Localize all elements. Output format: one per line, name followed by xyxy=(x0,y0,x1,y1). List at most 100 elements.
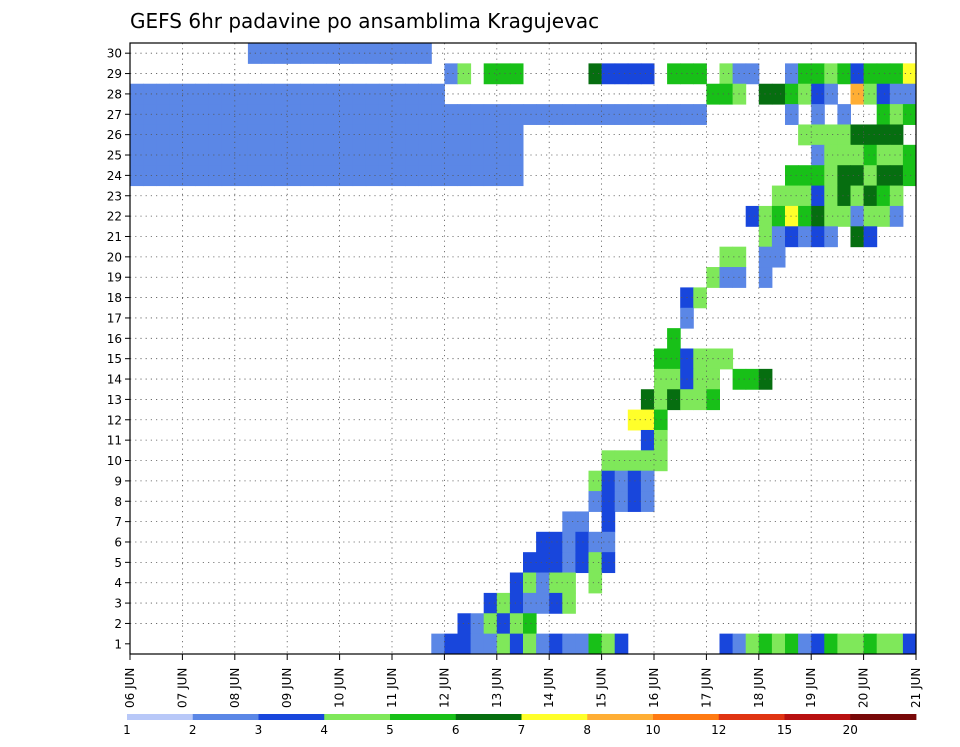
heat-cell xyxy=(457,165,472,187)
colorbar-swatch xyxy=(192,714,259,720)
heat-cell xyxy=(457,104,472,125)
heat-cell xyxy=(798,185,812,207)
heat-cell xyxy=(575,104,589,125)
heat-cell xyxy=(850,124,865,146)
x-axis: 06 JUN 07 JUN 08 JUN 09 JUN 10 JUN 11 JUN 12 J… xyxy=(123,654,923,708)
heat-cell xyxy=(863,205,878,227)
x-tick-label: 17 JUN xyxy=(699,668,713,708)
heat-cell xyxy=(483,613,498,635)
heat-cell xyxy=(719,348,734,370)
heat-cell xyxy=(588,552,603,574)
heat-cell xyxy=(824,205,838,227)
heat-cell xyxy=(889,165,904,187)
heat-cell xyxy=(483,63,498,85)
heat-cell xyxy=(850,63,865,85)
heat-cell xyxy=(169,124,183,146)
y-tick-label: 23 xyxy=(107,189,122,203)
heat-cell xyxy=(195,83,210,105)
heat-cell xyxy=(601,552,616,574)
heat-cell xyxy=(208,104,223,125)
heat-cell xyxy=(614,63,629,85)
heat-cell xyxy=(601,104,616,125)
y-tick-label: 17 xyxy=(107,311,122,325)
heat-cell xyxy=(470,124,485,146)
heat-cell xyxy=(902,144,917,166)
x-tick-label: 10 JUN xyxy=(333,668,347,708)
colorbar-label: 4 xyxy=(320,723,328,737)
heat-cell xyxy=(889,83,904,105)
y-tick-label: 18 xyxy=(107,291,122,305)
heat-cell xyxy=(850,165,865,187)
heat-cell xyxy=(261,104,275,125)
heat-cell xyxy=(221,124,236,146)
heat-cell xyxy=(392,104,406,125)
heat-cell xyxy=(287,104,301,125)
heat-cell xyxy=(640,63,655,85)
y-tick-label: 8 xyxy=(114,495,122,509)
heat-cell xyxy=(667,104,681,125)
colorbar-swatch xyxy=(390,714,457,720)
heat-cell xyxy=(261,144,275,166)
heat-cell xyxy=(562,633,576,655)
heat-cell xyxy=(601,450,616,472)
heat-cell xyxy=(693,368,707,390)
heat-cell xyxy=(850,83,865,105)
heat-cell xyxy=(771,185,786,207)
heat-cell xyxy=(339,144,354,166)
heat-cell xyxy=(130,104,144,125)
heat-cell xyxy=(431,144,445,166)
heat-cell xyxy=(247,43,262,64)
heat-cell xyxy=(811,165,825,187)
heat-cell xyxy=(496,613,511,635)
heat-cell xyxy=(418,83,432,105)
heat-cell xyxy=(195,144,210,166)
heat-cell xyxy=(785,165,799,187)
heat-cell xyxy=(365,83,380,105)
heat-cell xyxy=(182,124,196,146)
y-tick-label: 22 xyxy=(107,210,122,224)
heat-cell xyxy=(614,104,629,125)
heat-cell xyxy=(588,531,603,553)
colorbar-swatch xyxy=(653,714,720,720)
colorbar-swatch xyxy=(587,714,654,720)
heat-cell xyxy=(365,104,380,125)
heat-cell xyxy=(431,633,445,655)
heat-cell xyxy=(850,205,865,227)
heat-cell xyxy=(811,83,825,105)
heat-cell xyxy=(771,205,786,227)
heat-cell xyxy=(549,592,563,614)
heat-cell xyxy=(457,633,472,655)
heat-cell xyxy=(339,165,354,187)
colorbar-label: 12 xyxy=(711,723,726,737)
heat-cell xyxy=(837,185,851,207)
heat-cell xyxy=(536,592,550,614)
heat-cell xyxy=(837,104,851,125)
heat-cell xyxy=(496,165,511,187)
heat-cell xyxy=(418,124,432,146)
heat-cell xyxy=(536,633,550,655)
heat-cell xyxy=(588,572,603,594)
heat-cell xyxy=(509,144,524,166)
colorbar-label: 10 xyxy=(645,723,660,737)
heat-cell xyxy=(509,124,524,146)
heat-cell xyxy=(837,633,851,655)
heat-cell xyxy=(876,104,891,125)
heat-cell xyxy=(418,104,432,125)
heat-cell xyxy=(261,83,275,105)
heat-cell xyxy=(313,104,327,125)
heat-cell xyxy=(575,531,589,553)
heat-cell xyxy=(339,104,354,125)
heat-cell xyxy=(182,104,196,125)
heat-cell xyxy=(798,83,812,105)
heat-cell xyxy=(169,165,183,187)
heat-cell xyxy=(523,552,537,574)
y-tick-label: 21 xyxy=(107,230,122,244)
heat-cell xyxy=(509,104,524,125)
heat-cell xyxy=(483,144,498,166)
heat-cell xyxy=(850,144,865,166)
heat-cell xyxy=(837,165,851,187)
y-tick-label: 4 xyxy=(114,576,122,590)
heat-cell xyxy=(562,572,576,594)
heat-cell xyxy=(339,124,354,146)
